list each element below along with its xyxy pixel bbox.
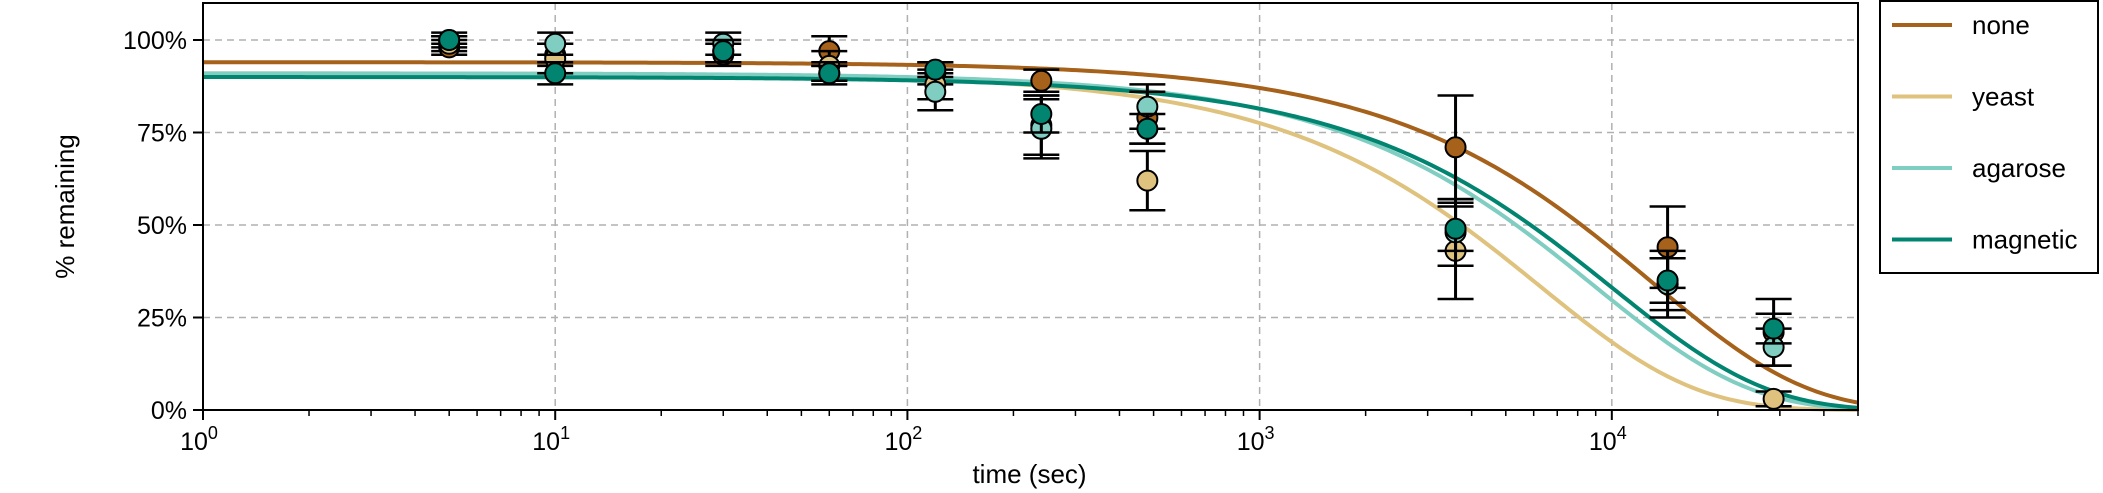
marker — [544, 32, 567, 55]
legend-frame — [1879, 0, 2099, 274]
marker — [1762, 387, 1785, 410]
plot-frame — [202, 2, 1859, 411]
data-point-agarose — [537, 31, 574, 57]
marker — [1656, 269, 1679, 292]
data-point-magnetic — [1649, 257, 1686, 304]
marker — [438, 29, 461, 51]
x-tick-label: 103 — [1237, 423, 1275, 456]
data-point-agarose — [917, 72, 954, 112]
x-tick-label: 104 — [1589, 423, 1627, 456]
data-point-magnetic — [1437, 205, 1474, 253]
marker — [1136, 117, 1159, 140]
marker — [1030, 69, 1053, 92]
data-points — [431, 29, 1792, 410]
data-point-magnetic — [1129, 112, 1166, 145]
marker — [1762, 317, 1785, 340]
y-axis-label: % remaining — [50, 134, 80, 279]
legend-label: yeast — [1972, 82, 2035, 112]
data-point-magnetic — [1023, 94, 1060, 134]
y-tick-label: 100% — [123, 27, 187, 55]
data-point-yeast — [1755, 387, 1792, 410]
data-point-yeast — [1129, 149, 1166, 212]
data-point-magnetic — [537, 60, 574, 86]
data-point-magnetic — [705, 38, 742, 64]
legend-item-yeast: yeast — [1892, 82, 2035, 112]
data-point-magnetic — [1755, 312, 1792, 345]
marker — [1444, 136, 1467, 159]
y-tick-label: 50% — [137, 212, 187, 240]
data-point-magnetic — [431, 29, 468, 51]
marker — [924, 80, 947, 103]
marker — [1136, 169, 1159, 192]
legend-item-magnetic: magnetic — [1892, 225, 2078, 255]
legend-item-none: none — [1892, 10, 2030, 40]
fit-curve-none — [203, 60, 1859, 405]
x-axis-label: time (sec) — [972, 459, 1086, 489]
marker — [818, 62, 841, 85]
data-point-magnetic — [811, 62, 848, 85]
legend-label: none — [1972, 10, 2030, 40]
marker — [544, 62, 567, 85]
data-point-none — [1437, 94, 1474, 201]
x-tick-label: 101 — [532, 423, 570, 456]
legend-label: agarose — [1972, 153, 2066, 183]
y-tick-label: 25% — [137, 305, 187, 333]
legend-label: magnetic — [1972, 225, 2078, 255]
data-point-none — [1023, 68, 1060, 94]
axes: 100 101 102 103 104 0% 25% 50% 75% 100% — [123, 27, 1859, 456]
fit-curve-magnetic — [203, 75, 1859, 410]
marker — [924, 58, 947, 81]
marker — [1444, 217, 1467, 240]
y-tick-label: 75% — [137, 120, 187, 148]
x-tick-label: 102 — [884, 423, 922, 456]
data-point-magnetic — [917, 58, 954, 81]
x-tick-label: 100 — [180, 423, 218, 456]
y-tick-label: 0% — [151, 397, 187, 425]
marker — [1030, 103, 1053, 125]
legend: none yeast agarose magnetic — [1879, 0, 2099, 274]
marker — [712, 40, 735, 63]
legend-item-agarose: agarose — [1892, 153, 2066, 183]
